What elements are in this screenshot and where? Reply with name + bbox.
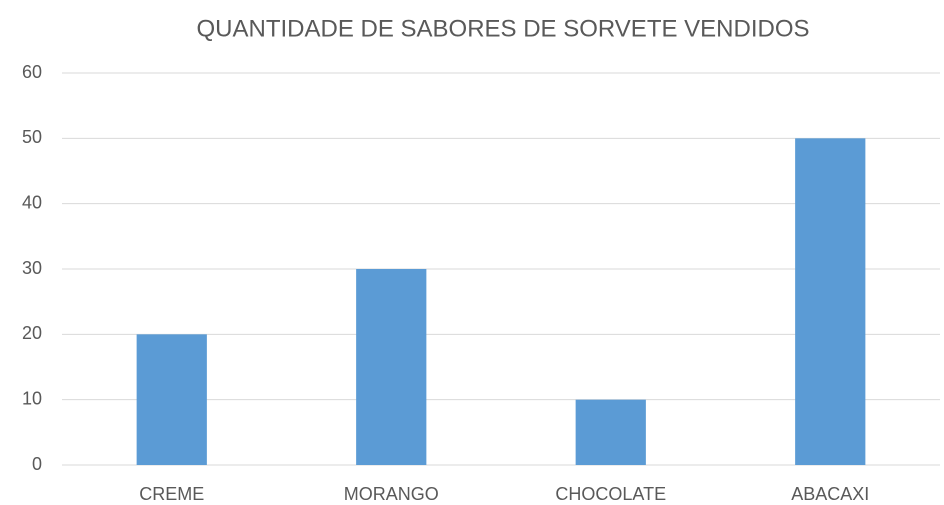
x-tick-label: ABACAXI	[791, 484, 869, 504]
y-tick-label: 30	[22, 258, 42, 278]
y-tick-label: 60	[22, 62, 42, 82]
bar	[136, 334, 207, 465]
y-tick-label: 10	[22, 388, 42, 408]
y-tick-label: 50	[22, 127, 42, 147]
chart-title: QUANTIDADE DE SABORES DE SORVETE VENDIDO…	[196, 15, 809, 42]
y-tick-label: 40	[22, 192, 42, 212]
y-tick-label: 20	[22, 323, 42, 343]
y-tick-label: 0	[32, 454, 42, 474]
x-tick-label: MORANGO	[344, 484, 439, 504]
bar	[795, 138, 866, 466]
x-tick-label: CREME	[139, 484, 204, 504]
bar	[575, 399, 646, 465]
x-tick-label: CHOCOLATE	[555, 484, 666, 504]
bar	[356, 269, 427, 465]
